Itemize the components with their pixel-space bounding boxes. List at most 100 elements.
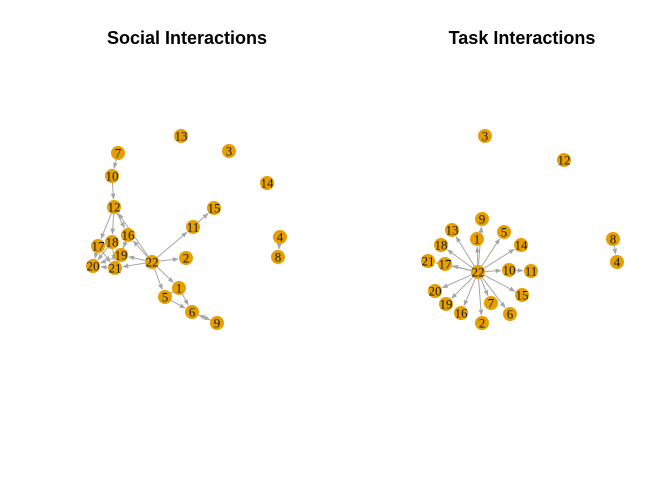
node-label-3: 3 <box>226 144 233 159</box>
node-label-20: 20 <box>429 284 442 299</box>
node-label-5: 5 <box>162 290 169 305</box>
node-8 <box>606 232 620 246</box>
node-13 <box>445 223 459 237</box>
edge-22-18 <box>446 249 473 269</box>
node-label-7: 7 <box>488 296 495 311</box>
task-interactions-title: Task Interactions <box>448 28 596 48</box>
node-21 <box>108 261 122 275</box>
social-interactions-title: Social Interactions <box>106 28 268 48</box>
social-edges <box>93 159 282 321</box>
node-14 <box>514 238 528 252</box>
node-7 <box>484 296 498 310</box>
node-label-4: 4 <box>277 230 284 245</box>
node-label-13: 13 <box>175 129 188 144</box>
node-label-20: 20 <box>87 259 100 274</box>
node-4 <box>610 255 624 269</box>
node-1 <box>172 281 186 295</box>
edge-22-15 <box>483 274 516 292</box>
node-label-15: 15 <box>516 288 529 303</box>
node-label-19: 19 <box>115 248 128 263</box>
node-label-18: 18 <box>435 238 448 253</box>
node-16 <box>454 306 468 320</box>
node-label-5: 5 <box>501 225 508 240</box>
node-label-12: 12 <box>108 200 121 215</box>
node-label-21: 21 <box>422 254 435 269</box>
node-9 <box>210 316 224 330</box>
node-label-2: 2 <box>183 251 190 266</box>
edge-22-21 <box>122 262 146 269</box>
node-label-14: 14 <box>515 238 529 253</box>
edge-5-6 <box>170 299 186 309</box>
node-4 <box>273 230 287 244</box>
node-22 <box>145 255 159 269</box>
node-label-18: 18 <box>106 235 119 250</box>
node-label-9: 9 <box>214 316 221 331</box>
node-5 <box>158 290 172 304</box>
node-19 <box>439 297 453 311</box>
edge-22-5 <box>481 238 501 267</box>
node-label-11: 11 <box>187 220 200 235</box>
edge-11-15 <box>197 212 209 223</box>
node-label-7: 7 <box>115 146 122 161</box>
node-15 <box>207 201 221 215</box>
edge-22-16 <box>463 278 476 307</box>
edge-5-1 <box>166 291 173 298</box>
node-label-16: 16 <box>122 228 136 243</box>
node-1 <box>470 232 484 246</box>
edge-9-6 <box>198 314 211 321</box>
node-6 <box>503 307 517 321</box>
edge-22-6 <box>481 277 506 309</box>
edge-4-8 <box>276 243 282 250</box>
edge-22-11 <box>156 231 188 258</box>
node-19 <box>114 248 128 262</box>
edge-12-16 <box>116 213 125 229</box>
edge-22-10 <box>484 268 502 274</box>
node-label-17: 17 <box>92 239 106 254</box>
node-13 <box>174 129 188 143</box>
edge-17-21 <box>101 251 111 263</box>
node-18 <box>105 235 119 249</box>
node-label-17: 17 <box>439 257 453 272</box>
node-label-11: 11 <box>525 264 538 279</box>
edge-12-18 <box>110 213 116 235</box>
edge-1-6 <box>181 293 189 306</box>
node-label-16: 16 <box>455 306 469 321</box>
node-16 <box>121 228 135 242</box>
node-label-8: 8 <box>275 250 282 265</box>
node-label-2: 2 <box>479 316 486 331</box>
node-label-12: 12 <box>558 153 571 168</box>
node-15 <box>515 288 529 302</box>
node-label-8: 8 <box>610 232 617 247</box>
node-label-9: 9 <box>479 212 486 227</box>
node-label-13: 13 <box>446 223 459 238</box>
edge-8-4 <box>612 245 618 255</box>
node-17 <box>91 239 105 253</box>
node-label-1: 1 <box>176 281 183 296</box>
edge-21-20 <box>100 264 109 270</box>
edge-22-16 <box>132 240 148 258</box>
node-label-3: 3 <box>482 129 489 144</box>
node-2 <box>179 251 193 265</box>
node-label-6: 6 <box>189 305 196 320</box>
edge-7-10 <box>113 159 118 169</box>
node-14 <box>260 176 274 190</box>
edge-22-1 <box>156 266 174 283</box>
node-label-15: 15 <box>208 201 221 216</box>
edge-22-1 <box>475 246 480 266</box>
node-21 <box>421 254 435 268</box>
node-6 <box>185 305 199 319</box>
node-label-10: 10 <box>106 169 119 184</box>
node-5 <box>497 225 511 239</box>
node-label-14: 14 <box>261 176 275 191</box>
node-label-22: 22 <box>472 265 485 280</box>
edge-22-7 <box>480 278 489 297</box>
edge-22-13 <box>455 236 475 267</box>
node-9 <box>475 212 489 226</box>
node-12 <box>557 153 571 167</box>
node-label-6: 6 <box>507 307 514 322</box>
edge-22-2 <box>158 257 179 262</box>
edge-22-5 <box>153 268 163 291</box>
